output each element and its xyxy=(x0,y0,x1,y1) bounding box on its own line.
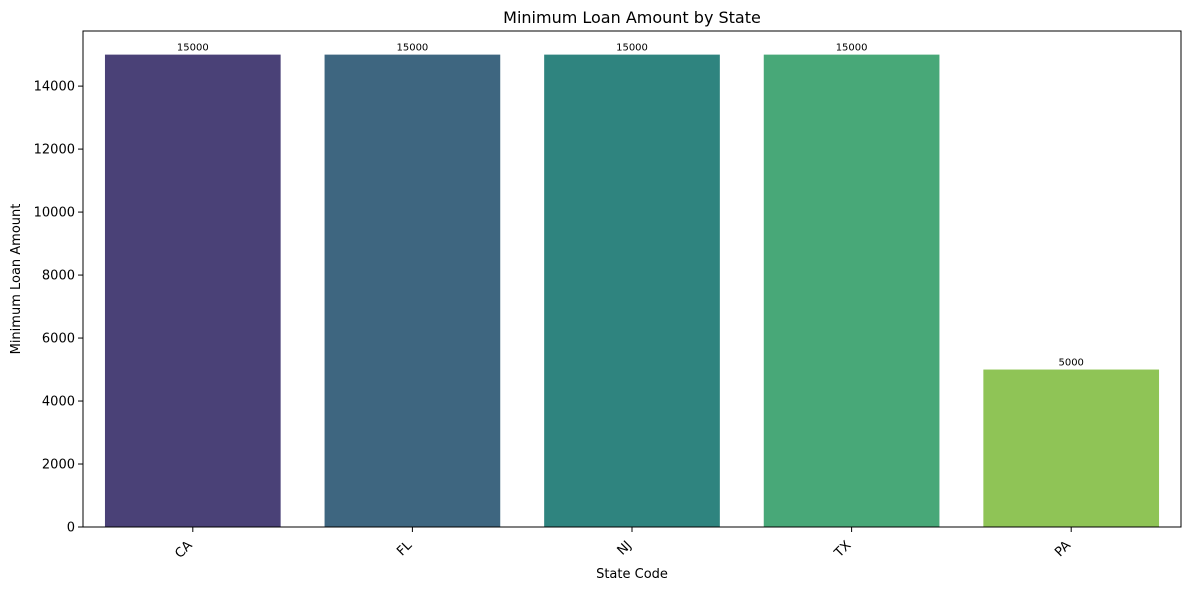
bar-ca xyxy=(104,54,281,527)
y-tick-label-8000: 8000 xyxy=(42,269,75,284)
y-axis: 0 2000 4000 6000 8000 10000 12000 14000 xyxy=(34,80,83,536)
y-tick-label-10000: 10000 xyxy=(34,206,75,221)
y-tick-label-12000: 12000 xyxy=(34,143,75,158)
x-tick-label-pa: PA xyxy=(1052,538,1074,560)
y-tick-label-2000: 2000 xyxy=(42,458,75,473)
bar-tx xyxy=(763,54,940,527)
y-tick-label-4000: 4000 xyxy=(42,395,75,410)
y-tick-label-14000: 14000 xyxy=(34,80,75,95)
chart-title: Minimum Loan Amount by State xyxy=(503,8,761,27)
x-axis: CA FL NJ TX PA xyxy=(172,527,1074,562)
x-axis-label: State Code xyxy=(596,567,668,582)
bar-fl xyxy=(324,54,501,527)
y-tick-label-6000: 6000 xyxy=(42,332,75,347)
bars-group xyxy=(104,54,1160,527)
bar-pa xyxy=(983,369,1160,527)
y-axis-label: Minimum Loan Amount xyxy=(9,204,24,355)
y-tick-label-0: 0 xyxy=(67,521,75,536)
data-labels-group: 15000 15000 15000 15000 5000 xyxy=(177,43,1084,369)
x-tick-label-ca: CA xyxy=(172,538,195,561)
x-tick-label-nj: NJ xyxy=(615,538,635,558)
plot-frame xyxy=(82,30,1182,528)
x-tick-label-tx: TX xyxy=(831,538,854,561)
x-tick-label-fl: FL xyxy=(394,538,416,560)
data-label-fl: 15000 xyxy=(396,43,428,54)
data-label-nj: 15000 xyxy=(616,43,648,54)
bar-nj xyxy=(544,54,720,527)
data-label-pa: 5000 xyxy=(1058,358,1083,369)
data-label-tx: 15000 xyxy=(836,43,868,54)
data-label-ca: 15000 xyxy=(177,43,209,54)
